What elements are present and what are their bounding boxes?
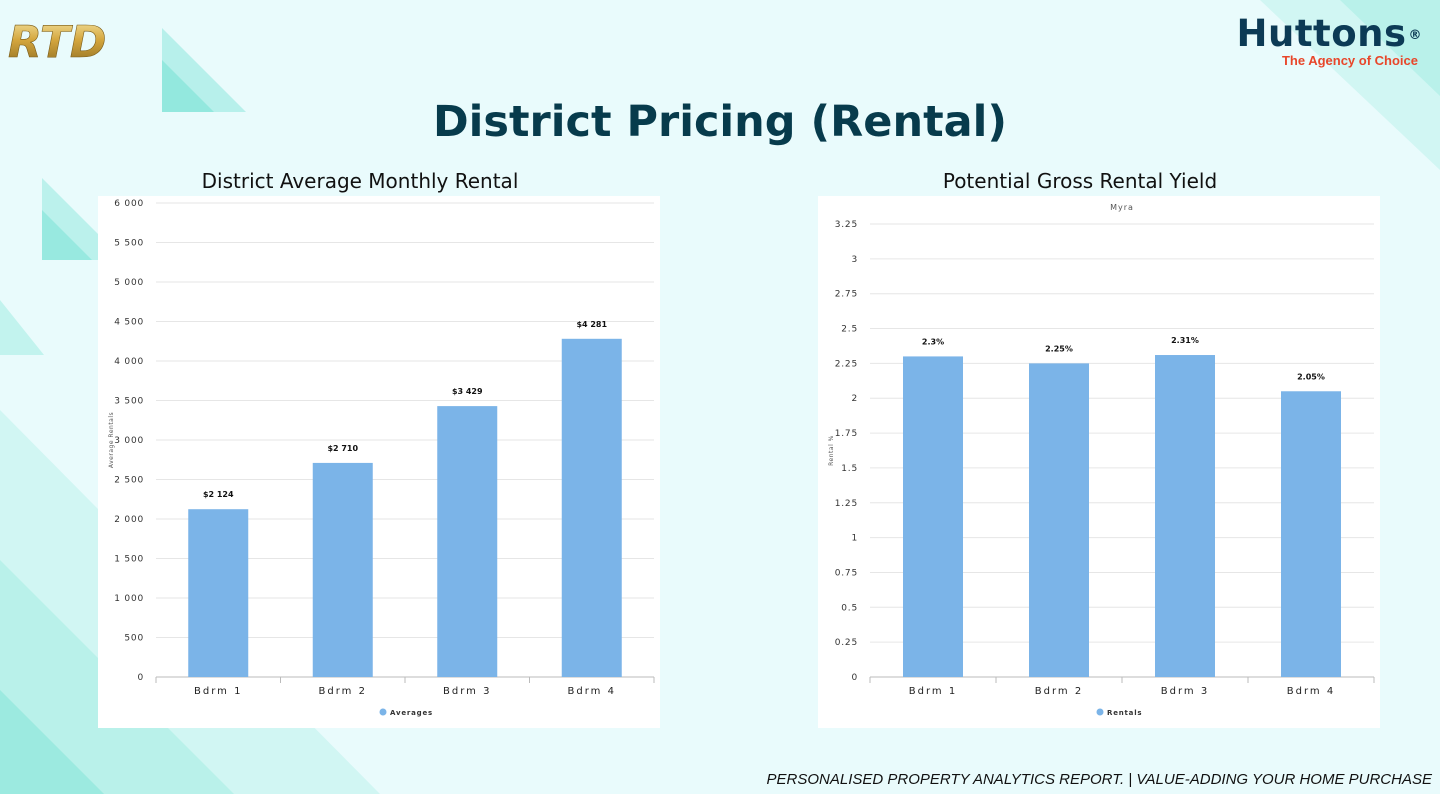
legend-marker (1096, 708, 1104, 716)
average-rental-chart: 0 500 1 000 1 500 2 000 2 500 3 000 3 500 4 000 4… (108, 199, 655, 717)
y-tick-label: 3 (851, 255, 858, 265)
y-tick-label: 2 500 (114, 476, 144, 486)
x-tick-label: Bdrm 1 (194, 686, 242, 697)
chart-heading-average-rental: District Average Monthly Rental (201, 169, 519, 193)
y-tick-label: 2 000 (114, 515, 144, 525)
y-tick-label: 0 (137, 673, 144, 683)
y-tick-label: 5 500 (114, 239, 144, 249)
y-tick-label: 1 500 (114, 555, 144, 565)
data-label: $2 124 (203, 490, 234, 499)
x-tick-label: Bdrm 4 (1287, 686, 1335, 697)
legend-marker (379, 708, 387, 716)
y-tick-label: 0.25 (835, 638, 858, 648)
huttons-logo: Huttons ® The Agency of Choice (1237, 14, 1422, 68)
huttons-brand: Huttons ® (1237, 14, 1422, 54)
y-axis-title: Rental % (828, 435, 835, 466)
y-tick-label: 2.5 (841, 325, 858, 335)
y-tick-label: 1 000 (114, 594, 144, 604)
legend-label: Averages (390, 709, 433, 717)
x-tick-label: Bdrm 1 (909, 686, 957, 697)
data-label: $3 429 (452, 387, 483, 396)
bar (1029, 363, 1089, 677)
y-tick-label: 4 000 (114, 357, 144, 367)
chart-panel-rental-yield: 0 0.25 0.5 0.75 1 1.25 1.5 1.75 2 2.25 2.5 2.75 3 3.2… (818, 196, 1380, 728)
x-tick-label: Bdrm 2 (319, 686, 367, 697)
data-label: 2.05% (1297, 372, 1325, 381)
y-tick-label: 6 000 (114, 199, 144, 209)
y-axis-title: Average Rentals (108, 412, 115, 468)
y-tick-label: 0 (851, 673, 858, 683)
y-tick-label: 0.5 (841, 603, 858, 613)
x-tick-label: Bdrm 2 (1035, 686, 1083, 697)
rtd-logo: RTD (8, 17, 107, 66)
y-tick-label: 0.75 (835, 568, 858, 578)
bar (312, 462, 373, 677)
y-tick-label: 1.25 (835, 499, 858, 509)
huttons-brand-text: Huttons (1236, 12, 1407, 55)
y-tick-label: 2.75 (835, 290, 858, 300)
bar (903, 356, 963, 677)
x-tick-label: Bdrm 4 (568, 686, 616, 697)
y-tick-label: 1 (851, 534, 858, 544)
y-tick-label: 1.75 (835, 429, 858, 439)
bar (561, 338, 622, 677)
data-label: 2.25% (1045, 344, 1073, 353)
data-label: 2.31% (1171, 336, 1199, 345)
y-tick-label: 1.5 (841, 464, 858, 474)
y-tick-label: 4 500 (114, 318, 144, 328)
bar (188, 509, 249, 677)
huttons-tagline: The Agency of Choice (1281, 53, 1418, 68)
y-tick-label: 5 000 (114, 278, 144, 288)
data-label: $2 710 (327, 444, 358, 453)
y-tick-label: 3 000 (114, 436, 144, 446)
data-label: $4 281 (576, 320, 607, 329)
y-tick-label: 2 (851, 394, 858, 404)
y-tick-label: 500 (124, 634, 144, 644)
y-tick-label: 3 500 (114, 397, 144, 407)
y-tick-label: 2.25 (835, 359, 858, 369)
x-tick-label: Bdrm 3 (443, 686, 491, 697)
chart-panel-average-rental: 0 500 1 000 1 500 2 000 2 500 3 000 3 500 4 000 4… (98, 196, 660, 728)
chart-heading-rental-yield: Potential Gross Rental Yield (942, 169, 1218, 193)
bar (1155, 355, 1215, 677)
chart-title: Myra (1110, 203, 1134, 212)
data-label: 2.3% (922, 337, 944, 346)
bar (1281, 391, 1341, 677)
rtd-logo-text: RTD (8, 17, 106, 66)
y-tick-label: 3.25 (835, 220, 858, 230)
bar (437, 406, 498, 677)
page-title: District Pricing (Rental) (432, 97, 1008, 147)
footer-tagline: PERSONALISED PROPERTY ANALYTICS REPORT. … (766, 771, 1432, 788)
registered-mark: ® (1408, 28, 1422, 43)
rental-yield-chart: 0 0.25 0.5 0.75 1 1.25 1.5 1.75 2 2.25 2.5 2.75 3 3.2… (828, 203, 1375, 717)
x-tick-label: Bdrm 3 (1161, 686, 1209, 697)
legend-label: Rentals (1107, 709, 1142, 717)
